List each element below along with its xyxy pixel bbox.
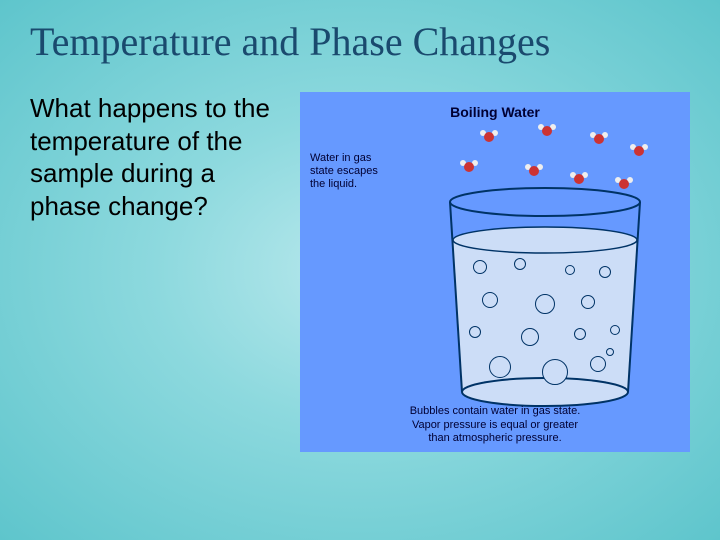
diagram-title: Boiling Water [310,104,680,120]
gas-molecule-icon [630,144,648,158]
bubble-icon [473,260,487,274]
water-surface [453,227,637,253]
bubble-icon [574,328,586,340]
bubble-icon [565,265,575,275]
bubble-icon [542,359,568,385]
bubble-icon [514,258,526,270]
bubble-icon [535,294,555,314]
bubble-icon [482,292,498,308]
beaker-rim [450,188,640,216]
diagram-panel: Boiling Water Water in gas state escapes… [300,92,690,452]
bubble-icon [606,348,614,356]
bubble-icon [610,325,620,335]
bubble-icon [521,328,539,346]
slide-title: Temperature and Phase Changes [30,20,690,64]
bubble-icon [489,356,511,378]
diagram-caption: Bubbles contain water in gas state.Vapor… [300,405,690,446]
bubble-icon [581,295,595,309]
gas-molecule-icon [525,164,543,178]
bubble-icon [599,266,611,278]
beaker-bottom [462,378,628,406]
beaker-area [420,122,670,412]
gas-molecule-icon [590,132,608,146]
diagram-left-label: Water in gas state escapes the liquid. [310,152,392,192]
content-row: What happens to the temperature of the s… [30,92,690,452]
gas-molecule-icon [570,172,588,186]
gas-molecule-icon [460,160,478,174]
gas-molecule-icon [538,124,556,138]
bubble-icon [469,326,481,338]
gas-molecule-icon [480,130,498,144]
bubble-icon [590,356,606,372]
slide: Temperature and Phase Changes What happe… [0,0,720,540]
body-text: What happens to the temperature of the s… [30,92,280,222]
gas-molecule-icon [615,177,633,191]
